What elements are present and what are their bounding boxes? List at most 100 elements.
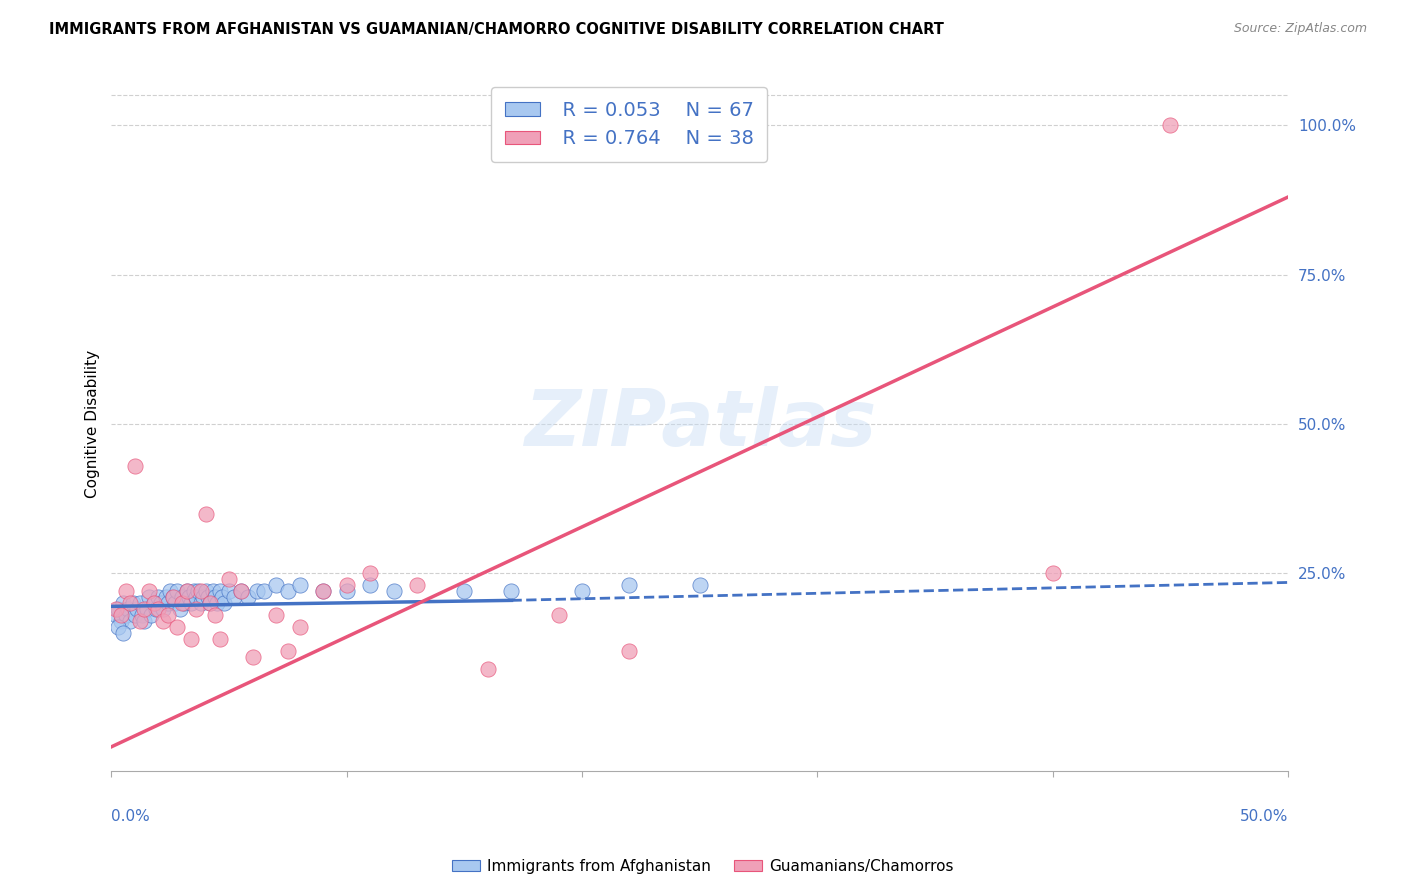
Point xyxy=(208,584,231,599)
Point xyxy=(312,584,335,599)
Point xyxy=(180,632,202,647)
Point xyxy=(131,608,153,623)
Point xyxy=(253,584,276,599)
Point xyxy=(382,584,405,599)
Point xyxy=(214,596,236,610)
Point xyxy=(149,596,172,610)
Point xyxy=(162,591,184,605)
Point xyxy=(1042,566,1064,581)
Point xyxy=(120,615,142,629)
Point xyxy=(166,584,188,599)
Point xyxy=(107,620,129,634)
Point xyxy=(142,596,165,610)
Point xyxy=(148,602,170,616)
Point xyxy=(288,578,311,592)
Point xyxy=(229,584,252,599)
Point xyxy=(117,602,139,616)
Point xyxy=(201,584,224,599)
Point xyxy=(170,591,193,605)
Point xyxy=(184,591,207,605)
Point xyxy=(218,573,240,587)
Point xyxy=(138,584,160,599)
Point xyxy=(200,596,222,610)
Point xyxy=(128,596,150,610)
Y-axis label: Cognitive Disability: Cognitive Disability xyxy=(86,350,100,498)
Point xyxy=(193,591,215,605)
Point xyxy=(194,584,217,599)
Text: IMMIGRANTS FROM AFGHANISTAN VS GUAMANIAN/CHAMORRO COGNITIVE DISABILITY CORRELATI: IMMIGRANTS FROM AFGHANISTAN VS GUAMANIAN… xyxy=(49,22,943,37)
Point xyxy=(142,596,165,610)
Point xyxy=(183,584,205,599)
Point xyxy=(204,608,226,623)
Point xyxy=(277,584,299,599)
Point xyxy=(120,596,142,610)
Point xyxy=(141,608,163,623)
Point xyxy=(156,596,179,610)
Point xyxy=(134,615,156,629)
Point xyxy=(1159,118,1181,132)
Point xyxy=(152,615,174,629)
Point xyxy=(242,650,264,665)
Point xyxy=(163,596,186,610)
Point xyxy=(617,578,640,592)
Point xyxy=(336,578,359,592)
Point xyxy=(689,578,711,592)
Point xyxy=(152,602,174,616)
Point xyxy=(105,602,128,616)
Point xyxy=(207,596,229,610)
Point xyxy=(222,591,245,605)
Point xyxy=(204,591,226,605)
Point xyxy=(173,596,195,610)
Point xyxy=(190,584,212,599)
Point xyxy=(170,596,193,610)
Point xyxy=(264,608,287,623)
Legend:   R = 0.053    N = 67,   R = 0.764    N = 38: R = 0.053 N = 67, R = 0.764 N = 38 xyxy=(491,87,768,162)
Point xyxy=(197,591,219,605)
Point xyxy=(110,608,132,623)
Point xyxy=(155,591,177,605)
Text: 0.0%: 0.0% xyxy=(111,809,150,824)
Point xyxy=(208,632,231,647)
Point xyxy=(200,596,222,610)
Text: ZIPatlas: ZIPatlas xyxy=(523,386,876,462)
Point xyxy=(128,615,150,629)
Point xyxy=(107,602,129,616)
Point xyxy=(134,602,156,616)
Point xyxy=(138,591,160,605)
Point xyxy=(194,507,217,521)
Point xyxy=(246,584,269,599)
Point xyxy=(359,578,381,592)
Point xyxy=(359,566,381,581)
Point xyxy=(114,584,136,599)
Point xyxy=(218,584,240,599)
Point xyxy=(112,626,135,640)
Point xyxy=(124,608,146,623)
Point xyxy=(477,662,499,676)
Point xyxy=(177,591,200,605)
Point xyxy=(190,596,212,610)
Point xyxy=(148,591,170,605)
Point xyxy=(617,644,640,658)
Point xyxy=(135,602,157,616)
Point xyxy=(288,620,311,634)
Legend: Immigrants from Afghanistan, Guamanians/Chamorros: Immigrants from Afghanistan, Guamanians/… xyxy=(446,853,960,880)
Point xyxy=(145,602,167,616)
Point xyxy=(180,596,202,610)
Point xyxy=(501,584,523,599)
Point xyxy=(229,584,252,599)
Point xyxy=(236,591,259,605)
Point xyxy=(176,584,198,599)
Point xyxy=(176,584,198,599)
Point xyxy=(159,584,181,599)
Point xyxy=(453,584,475,599)
Point xyxy=(406,578,429,592)
Point xyxy=(166,620,188,634)
Point xyxy=(336,584,359,599)
Point xyxy=(312,584,335,599)
Point xyxy=(162,591,184,605)
Point xyxy=(184,602,207,616)
Point xyxy=(211,591,233,605)
Point xyxy=(156,608,179,623)
Point xyxy=(571,584,593,599)
Point xyxy=(127,602,149,616)
